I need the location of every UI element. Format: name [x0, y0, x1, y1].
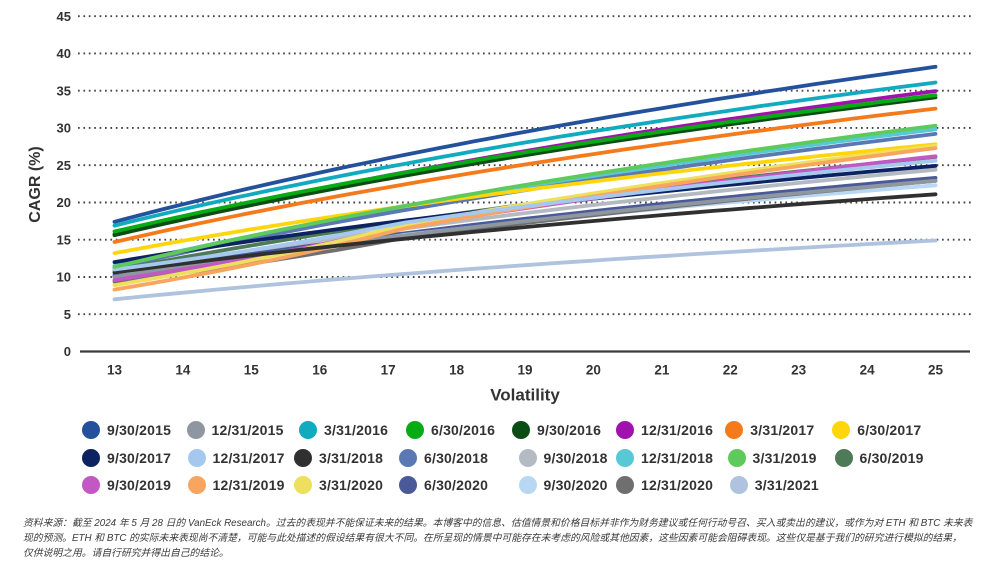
svg-text:25: 25 — [928, 363, 944, 378]
svg-text:5: 5 — [64, 307, 71, 322]
svg-text:Volatility: Volatility — [490, 386, 560, 405]
svg-text:18: 18 — [449, 363, 465, 378]
svg-text:30: 30 — [57, 121, 71, 136]
svg-text:45: 45 — [57, 9, 71, 24]
svg-text:22: 22 — [723, 363, 738, 378]
svg-text:20: 20 — [57, 195, 71, 210]
svg-text:13: 13 — [107, 363, 123, 378]
svg-text:14: 14 — [175, 363, 191, 378]
svg-text:0: 0 — [64, 344, 71, 359]
svg-text:15: 15 — [244, 363, 260, 378]
svg-text:16: 16 — [312, 363, 328, 378]
svg-text:CAGR (%): CAGR (%) — [27, 146, 44, 222]
svg-text:35: 35 — [57, 83, 71, 98]
svg-text:17: 17 — [381, 363, 396, 378]
svg-text:10: 10 — [57, 270, 71, 285]
svg-text:25: 25 — [57, 158, 71, 173]
svg-text:21: 21 — [654, 363, 670, 378]
svg-text:23: 23 — [791, 363, 807, 378]
svg-text:19: 19 — [517, 363, 532, 378]
svg-text:20: 20 — [586, 363, 601, 378]
svg-text:24: 24 — [860, 363, 876, 378]
svg-text:15: 15 — [57, 233, 71, 248]
svg-text:40: 40 — [57, 46, 71, 61]
